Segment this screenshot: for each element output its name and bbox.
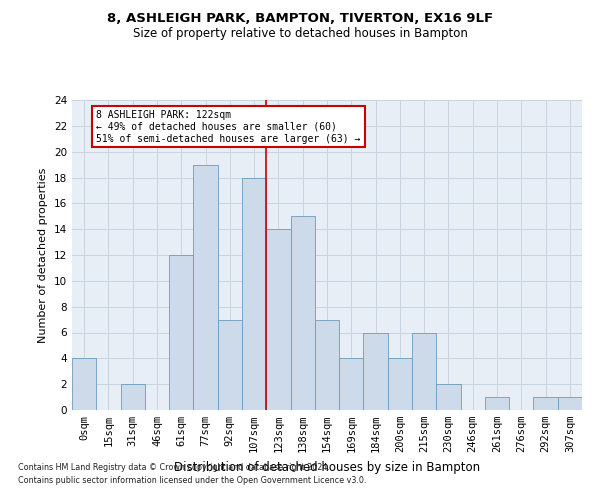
Bar — [533, 397, 558, 410]
Text: Contains HM Land Registry data © Crown copyright and database right 2024.: Contains HM Land Registry data © Crown c… — [18, 464, 330, 472]
Bar — [412, 332, 436, 410]
Bar — [72, 358, 96, 410]
Bar — [388, 358, 412, 410]
Bar — [364, 332, 388, 410]
Bar — [290, 216, 315, 410]
Text: 8, ASHLEIGH PARK, BAMPTON, TIVERTON, EX16 9LF: 8, ASHLEIGH PARK, BAMPTON, TIVERTON, EX1… — [107, 12, 493, 26]
Text: Size of property relative to detached houses in Bampton: Size of property relative to detached ho… — [133, 28, 467, 40]
Bar — [339, 358, 364, 410]
Bar — [169, 255, 193, 410]
Bar — [558, 397, 582, 410]
Bar — [242, 178, 266, 410]
Bar — [436, 384, 461, 410]
Bar — [193, 164, 218, 410]
Bar — [121, 384, 145, 410]
Bar — [485, 397, 509, 410]
Y-axis label: Number of detached properties: Number of detached properties — [38, 168, 49, 342]
X-axis label: Distribution of detached houses by size in Bampton: Distribution of detached houses by size … — [174, 460, 480, 473]
Text: 8 ASHLEIGH PARK: 122sqm
← 49% of detached houses are smaller (60)
51% of semi-de: 8 ASHLEIGH PARK: 122sqm ← 49% of detache… — [96, 110, 361, 144]
Text: Contains public sector information licensed under the Open Government Licence v3: Contains public sector information licen… — [18, 476, 367, 485]
Bar — [315, 320, 339, 410]
Bar — [266, 229, 290, 410]
Bar — [218, 320, 242, 410]
